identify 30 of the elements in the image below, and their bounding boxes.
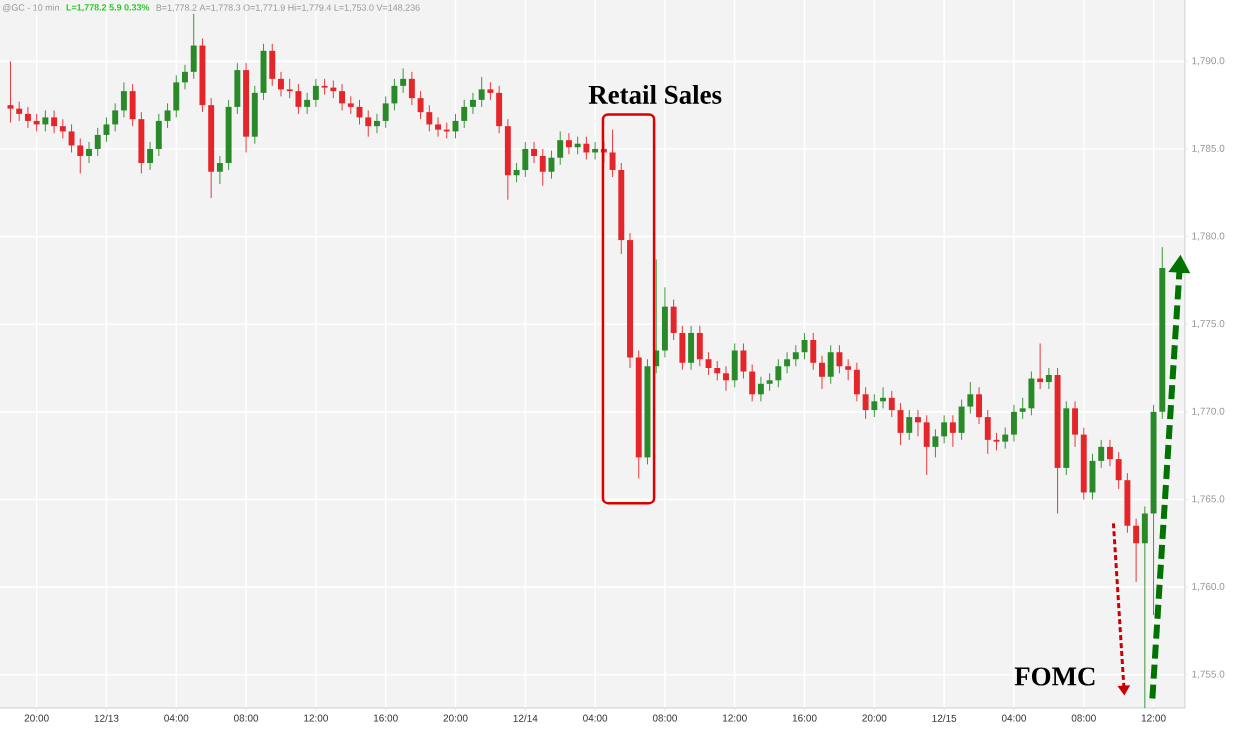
x-tick-label: 20:00 bbox=[443, 714, 468, 722]
x-tick-label: 08:00 bbox=[652, 714, 677, 722]
x-tick-label: 12:00 bbox=[1141, 714, 1166, 722]
annotation: B=1,778.2 A=1,778.3 O=1,771.9 Hi=1,779.4 L=1,753.0 V=148,236 bbox=[156, 4, 420, 12]
x-tick-label: 12/15 bbox=[932, 714, 957, 722]
x-tick-label: 04:00 bbox=[583, 714, 608, 722]
annotation: @GC - 10 min bbox=[2, 4, 60, 12]
annotation: FOMC bbox=[1014, 667, 1095, 686]
x-tick-label: 12/14 bbox=[513, 714, 538, 722]
x-tick-label: 08:00 bbox=[234, 714, 259, 722]
annotation: L=1,778.2 5.9 0.33% bbox=[66, 4, 150, 12]
y-tick-label: 1,785.0 bbox=[1192, 144, 1225, 154]
y-tick-label: 1,780.0 bbox=[1192, 232, 1225, 241]
x-tick-label: 08:00 bbox=[1071, 714, 1096, 722]
x-tick-label: 16:00 bbox=[373, 714, 398, 722]
x-tick-label: 20:00 bbox=[862, 714, 887, 722]
x-tick-label: 04:00 bbox=[1001, 714, 1027, 722]
x-tick-label: 20:00 bbox=[24, 714, 49, 722]
x-tick-label: 16:00 bbox=[792, 714, 817, 722]
y-tick-label: 1,770.0 bbox=[1192, 407, 1225, 416]
y-tick-label: 1,775.0 bbox=[1192, 320, 1225, 329]
y-tick-label: 1,755.0 bbox=[1192, 670, 1225, 679]
x-tick-label: 12:00 bbox=[723, 714, 747, 722]
y-tick-label: 1,760.0 bbox=[1192, 582, 1225, 592]
y-tick-label: 1,765.0 bbox=[1192, 495, 1225, 504]
annotation: Retail Sales bbox=[588, 84, 722, 104]
x-tick-label: 12/13 bbox=[94, 714, 119, 722]
y-tick-label: 1,790.0 bbox=[1192, 57, 1225, 66]
x-tick-label: 12:00 bbox=[304, 714, 328, 722]
x-tick-label: 04:00 bbox=[164, 714, 189, 722]
